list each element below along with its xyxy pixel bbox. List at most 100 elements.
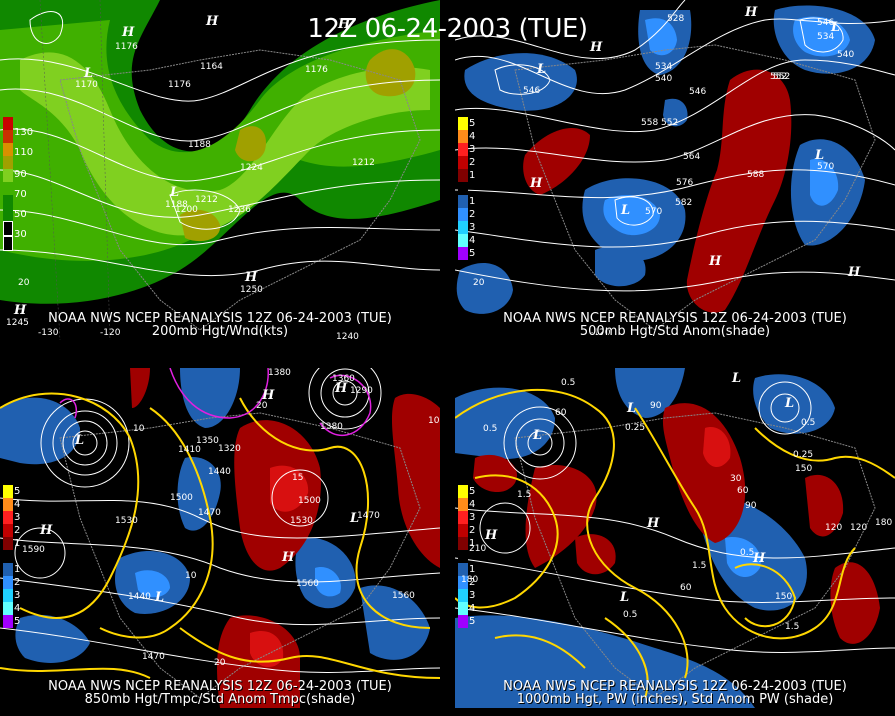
contour-label: 60 — [555, 408, 567, 418]
legend-swatch — [3, 550, 13, 563]
low-pressure-marker: L — [621, 203, 631, 218]
legend-swatch — [3, 117, 13, 130]
legend-swatch — [458, 195, 468, 208]
contour-label: 1176 — [305, 65, 328, 75]
contour-label: 1560 — [296, 579, 319, 589]
legend-swatch — [3, 576, 13, 589]
high-pressure-marker: H — [335, 381, 348, 396]
panel-500mb-anomaly: 5 4 3 2 1 1 2 3 4 5 528 534 540 546 552 … — [455, 0, 895, 340]
contour-label: 120 — [850, 523, 868, 533]
legend-1000mb: 5 4 3 2 1 1 2 3 4 5 — [458, 485, 475, 628]
contour-label: 1470 — [357, 511, 380, 521]
pw-label: 0.5 — [483, 424, 498, 434]
temperature-label: 15 — [292, 473, 304, 483]
contour-label: 1290 — [350, 386, 373, 396]
legend-swatch — [3, 143, 13, 156]
legend-swatch — [458, 498, 468, 511]
contour-label: 1440 — [128, 592, 151, 602]
contour-label: 1380 — [320, 422, 343, 432]
contour-label: 552 — [773, 72, 791, 82]
map-200mb — [0, 0, 440, 340]
high-pressure-marker: H — [14, 303, 27, 318]
legend-label: 50 — [14, 209, 27, 220]
contour-label: 1530 — [290, 516, 313, 526]
contour-label: 564 — [683, 152, 701, 162]
contour-label: 1530 — [115, 516, 138, 526]
panel-200mb-wind: 130 110 90 70 50 30 1176 1164 1176 1176 … — [0, 0, 440, 340]
contour-label: 570 — [817, 162, 835, 172]
contour-label: 552 — [770, 72, 788, 82]
contour-label: 546 — [689, 87, 707, 97]
legend-swatch — [458, 117, 468, 130]
contour-label: 546 — [817, 18, 835, 28]
temperature-label: 20 — [256, 401, 268, 411]
legend-label: 1 — [469, 196, 476, 207]
contour-label: 558 — [641, 118, 659, 128]
panel-caption-field: 500mb Hgt/Std Anom(shade) — [579, 324, 771, 339]
legend-label: 2 — [14, 525, 21, 536]
low-pressure-marker: L — [533, 428, 543, 443]
legend-swatch — [458, 182, 468, 195]
legend-swatch — [458, 602, 468, 615]
legend-swatch — [458, 537, 468, 550]
contour-label: 1164 — [200, 62, 223, 72]
contour-label: 534 — [655, 62, 673, 72]
legend-swatch — [3, 511, 13, 524]
legend-swatch — [3, 169, 13, 182]
panel-850mb-temperature: 5 4 3 2 1 1 2 3 4 5 1380 1360 1290 1380 … — [0, 368, 440, 708]
longitude-label: -120 — [100, 328, 121, 338]
legend-swatch — [3, 236, 13, 251]
legend-label: 2 — [469, 525, 476, 536]
contour-label: 1440 — [208, 467, 231, 477]
contour-label: 1250 — [240, 285, 263, 295]
legend-label: 3 — [469, 222, 476, 233]
contour-label: 210 — [469, 544, 487, 554]
legend-swatch — [458, 169, 468, 182]
map-850mb — [0, 368, 440, 708]
high-pressure-marker: H — [647, 516, 660, 531]
contour-label: 588 — [747, 170, 765, 180]
high-pressure-marker: H — [709, 254, 722, 269]
legend-swatch — [458, 247, 468, 260]
contour-label: 1240 — [336, 332, 359, 340]
legend-swatch — [3, 485, 13, 498]
high-pressure-marker: H — [40, 523, 53, 538]
contour-label: 1410 — [178, 445, 201, 455]
legend-swatch — [3, 156, 13, 169]
contour-label: 576 — [676, 178, 694, 188]
temperature-label: 20 — [214, 658, 226, 668]
legend-swatch — [458, 156, 468, 169]
contour-label: 1380 — [268, 368, 291, 378]
temperature-label: 10 — [428, 416, 440, 426]
high-pressure-marker: H — [753, 551, 766, 566]
contour-label: 1200 — [175, 205, 198, 215]
legend-label: 30 — [14, 229, 27, 240]
low-pressure-marker: L — [84, 66, 94, 81]
low-pressure-marker: L — [831, 20, 841, 35]
contour-label: 1188 — [188, 140, 211, 150]
contour-label: 546 — [523, 86, 541, 96]
contour-label: 540 — [837, 50, 855, 60]
pw-label: 1.5 — [517, 490, 532, 500]
contour-label: 150 — [775, 592, 793, 602]
contour-label: 1590 — [22, 545, 45, 555]
legend-label: 1 — [469, 564, 476, 575]
low-pressure-marker: L — [620, 590, 630, 605]
low-pressure-marker: L — [155, 590, 165, 605]
low-pressure-marker: L — [537, 62, 547, 77]
contour-label: 582 — [675, 198, 693, 208]
legend-swatch — [458, 589, 468, 602]
contour-label: 120 — [825, 523, 843, 533]
panel-caption-field: 200mb Hgt/Wnd(kts) — [151, 324, 289, 339]
legend-label: 3 — [469, 144, 476, 155]
legend-swatch — [458, 485, 468, 498]
high-pressure-marker: H — [122, 25, 135, 40]
legend-label: 2 — [14, 577, 21, 588]
legend-label: 70 — [14, 189, 27, 200]
legend-label: 4 — [469, 603, 476, 614]
low-pressure-marker: L — [785, 396, 795, 411]
panel-caption-field: 1000mb Hgt, PW (inches), Std Anom PW (sh… — [516, 692, 834, 707]
high-pressure-marker: H — [282, 550, 295, 565]
contour-label: 90 — [745, 501, 757, 511]
contour-label: 150 — [795, 464, 813, 474]
